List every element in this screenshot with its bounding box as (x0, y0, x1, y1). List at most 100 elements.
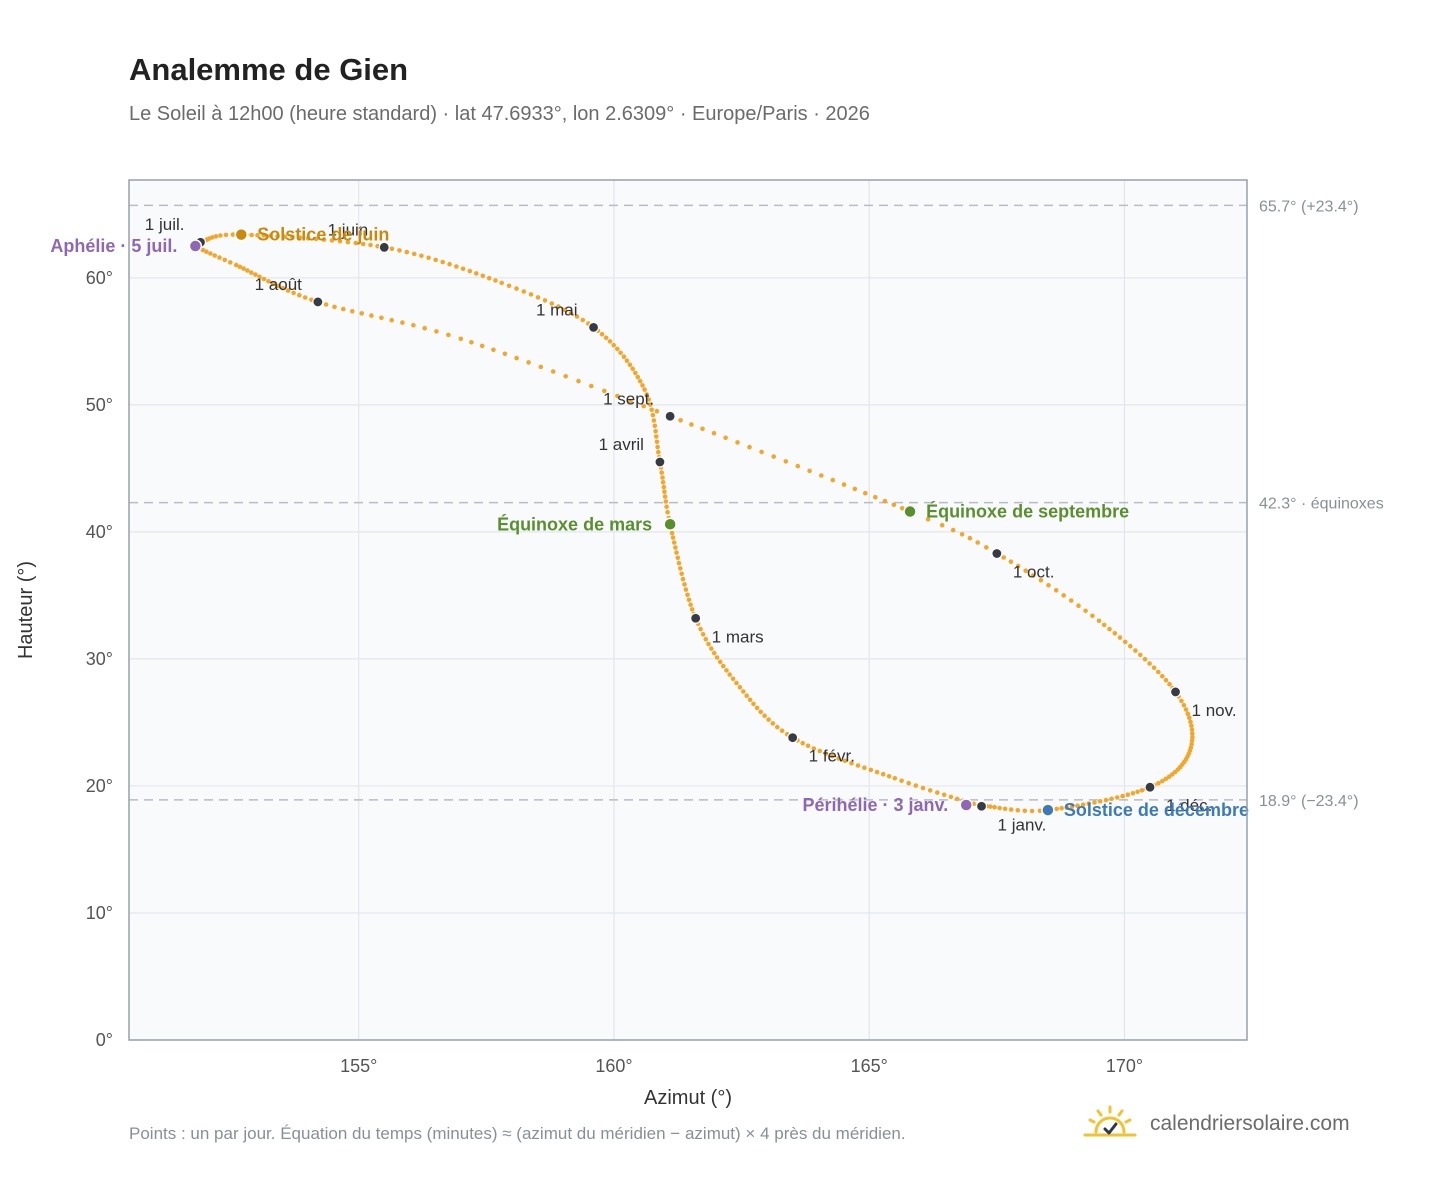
y-axis-label: Hauteur (°) (15, 561, 37, 659)
daily-point (660, 475, 665, 480)
daily-point (1029, 808, 1035, 814)
daily-point (526, 360, 531, 365)
daily-point (805, 743, 811, 749)
daily-point (724, 668, 729, 673)
daily-point (988, 804, 993, 809)
daily-point (939, 522, 945, 528)
daily-point (261, 233, 267, 238)
brand[interactable]: calendriersolaire.com (1082, 1100, 1350, 1148)
daily-point (249, 270, 254, 275)
daily-point (669, 530, 675, 536)
daily-point (624, 358, 630, 364)
daily-point (397, 248, 402, 253)
daily-point (714, 655, 720, 660)
daily-point (1190, 734, 1195, 740)
daily-point (1101, 622, 1107, 628)
daily-point (618, 350, 623, 356)
daily-point (654, 408, 660, 414)
daily-point (906, 780, 911, 786)
month-label: 1 janv. (998, 815, 1047, 834)
daily-point (1076, 603, 1081, 608)
daily-point (404, 249, 410, 255)
daily-point (1015, 808, 1021, 813)
daily-point (329, 238, 335, 243)
daily-point (823, 751, 829, 756)
daily-point (1046, 583, 1051, 588)
daily-point (662, 494, 668, 499)
daily-point (766, 717, 771, 722)
daily-point (783, 459, 789, 464)
daily-point (730, 676, 736, 682)
daily-point (954, 796, 960, 802)
daily-point (241, 266, 246, 271)
gridlines (129, 180, 1247, 1041)
daily-point (1022, 808, 1028, 814)
daily-point (1151, 665, 1157, 671)
month-label: 1 mai (536, 300, 578, 319)
daily-point (927, 788, 933, 793)
daily-point (665, 509, 670, 515)
daily-point (602, 388, 607, 394)
daily-point (662, 489, 667, 495)
daily-point (661, 484, 667, 490)
daily-point (1002, 806, 1008, 812)
daily-point (1125, 792, 1131, 797)
event-label: Solstice de décembre (1064, 800, 1249, 820)
daily-point (538, 364, 544, 370)
daily-point (332, 304, 337, 310)
daily-point (633, 370, 638, 376)
event-label: Équinoxe de septembre (926, 501, 1129, 522)
month-marker (312, 296, 324, 308)
daily-point (959, 532, 965, 537)
daily-point (411, 251, 417, 257)
daily-point (703, 636, 709, 642)
daily-point (680, 576, 686, 582)
daily-point (1160, 778, 1165, 784)
daily-point (1075, 803, 1080, 808)
daily-point (426, 255, 431, 261)
daily-point (950, 527, 956, 533)
daily-point (321, 237, 327, 242)
daily-point (841, 482, 847, 487)
daily-point (678, 418, 683, 423)
daily-point (1188, 719, 1193, 725)
daily-point (368, 242, 373, 248)
daily-point (721, 663, 726, 669)
month-marker (1169, 686, 1182, 698)
daily-point (653, 428, 658, 434)
daily-point (422, 325, 428, 331)
daily-point (1030, 573, 1036, 578)
month-marker (654, 456, 666, 468)
event-label: Équinoxe de mars (497, 513, 652, 534)
daily-point (751, 701, 756, 707)
daily-point (800, 740, 805, 746)
daily-point (615, 346, 620, 352)
daily-point (1133, 648, 1138, 653)
daily-point (900, 506, 905, 511)
daily-point (737, 685, 743, 690)
daily-point (1139, 788, 1145, 793)
daily-point (863, 490, 868, 496)
daily-point (621, 354, 627, 360)
daily-point (1189, 738, 1195, 744)
daily-point (648, 402, 653, 407)
daily-point (1138, 652, 1143, 658)
daily-point (245, 268, 250, 273)
daily-point (734, 680, 739, 686)
daily-point (817, 748, 823, 754)
month-label: 1 oct. (1013, 562, 1055, 581)
daily-point (758, 709, 763, 715)
daily-point (1107, 626, 1112, 632)
daily-point (984, 545, 989, 550)
daily-point (1117, 635, 1123, 640)
daily-point (268, 233, 273, 239)
daily-point (1092, 800, 1097, 805)
daily-point (419, 253, 424, 259)
daily-point (580, 317, 586, 323)
month-marker (991, 547, 1003, 560)
daily-point (313, 236, 319, 242)
daily-point (675, 555, 681, 561)
daily-point (874, 769, 880, 775)
daily-point (360, 241, 366, 247)
